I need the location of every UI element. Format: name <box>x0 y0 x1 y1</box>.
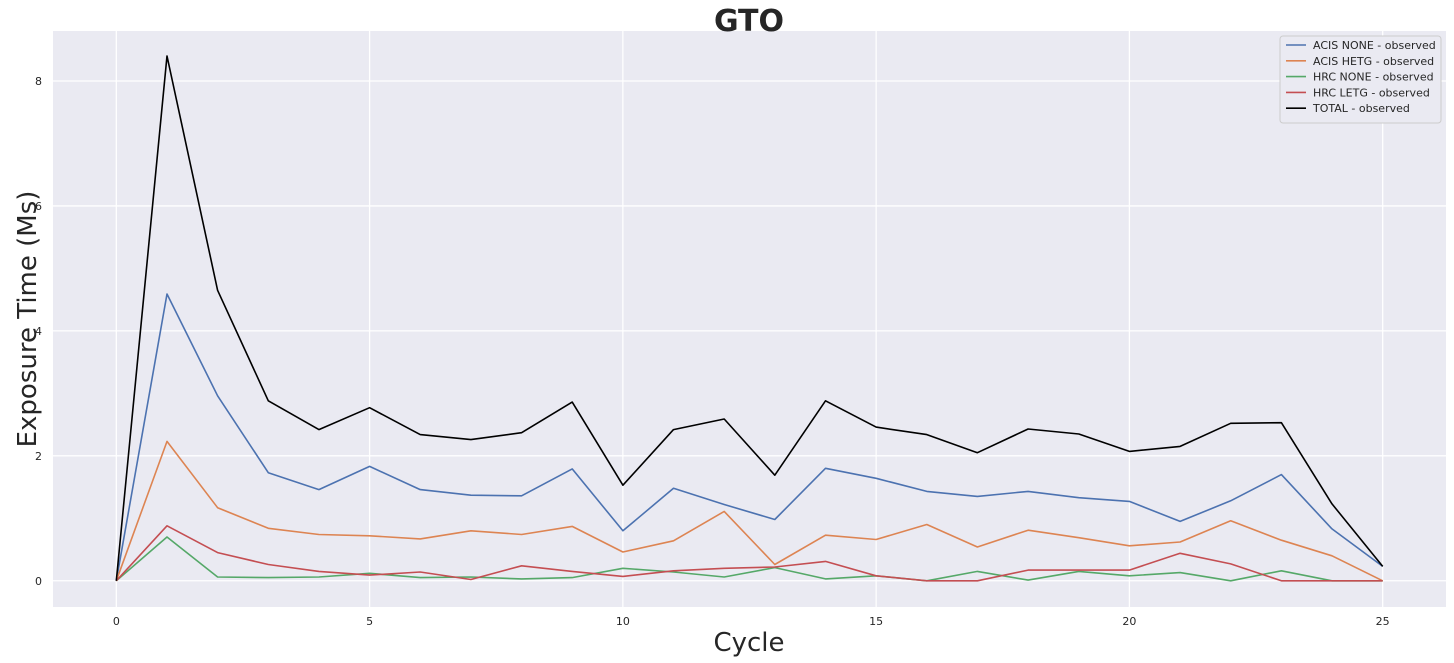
x-tick-label: 20 <box>1122 615 1136 628</box>
series-line <box>115 55 1384 581</box>
series-line <box>115 440 1384 582</box>
y-tick-label: 4 <box>35 325 42 338</box>
plot-background <box>53 31 1446 607</box>
legend-frame <box>1279 35 1442 124</box>
y-tick-label: 6 <box>35 200 42 213</box>
chart-title: GTO <box>714 4 784 39</box>
series-line <box>115 524 1383 582</box>
y-tick-label: 8 <box>35 75 42 88</box>
x-tick-label: 25 <box>1376 615 1390 628</box>
y-axis-label: Exposure Time (Ms) <box>13 191 43 448</box>
x-tick-label: 10 <box>616 615 630 628</box>
legend-entry: ACIS NONE - observed <box>1313 39 1436 52</box>
legend: ACIS NONE - observed ACIS HETG - observed… <box>1279 35 1442 124</box>
legend-entry: HRC LETG - observed <box>1313 86 1430 99</box>
x-tick-label: 0 <box>113 615 120 628</box>
x-axis-label: Cycle <box>713 628 784 658</box>
x-ticks: 0 5 10 15 20 25 <box>113 615 1390 628</box>
x-tick-label: 15 <box>869 615 883 628</box>
y-tick-label: 2 <box>35 450 42 463</box>
legend-entry: ACIS HETG - observed <box>1313 55 1434 68</box>
grid <box>53 31 1446 607</box>
series-lines <box>115 55 1384 582</box>
series-line <box>115 293 1384 581</box>
y-tick-label: 0 <box>35 575 42 588</box>
series-line <box>115 536 1383 582</box>
legend-entry: HRC NONE - observed <box>1313 71 1434 84</box>
legend-entry: TOTAL - observed <box>1312 102 1410 115</box>
x-tick-label: 5 <box>366 615 373 628</box>
y-ticks: 0 2 4 6 8 <box>35 75 42 588</box>
